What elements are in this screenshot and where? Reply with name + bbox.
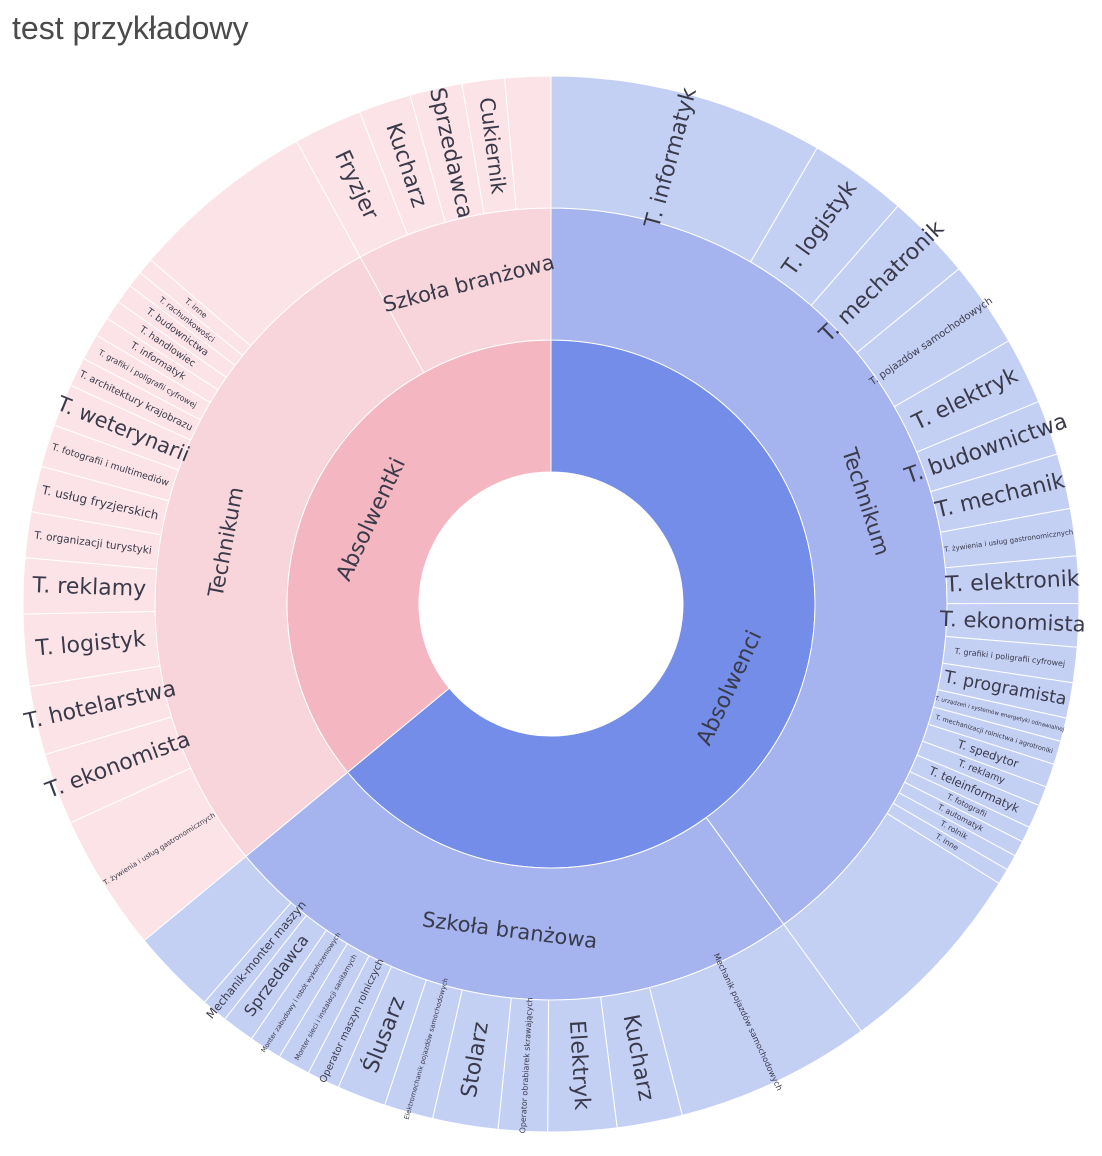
- absolwenci-szkola-branzowa-elektryk-label: Elektryk: [564, 1020, 594, 1111]
- center-hole: [419, 472, 683, 736]
- chart-title: test przykładowy: [12, 10, 249, 46]
- absolwenci-technikum-t-elektronik-label: T. elektronik: [944, 567, 1080, 598]
- absolwentki-technikum-t-reklamy-label: T. reklamy: [31, 573, 146, 602]
- absolwentki-szkola-branzowa-pozostale-segment[interactable]: [504, 75, 552, 211]
- absolwenci-technikum-t-ekonomista-label: T. ekonomista: [938, 606, 1086, 637]
